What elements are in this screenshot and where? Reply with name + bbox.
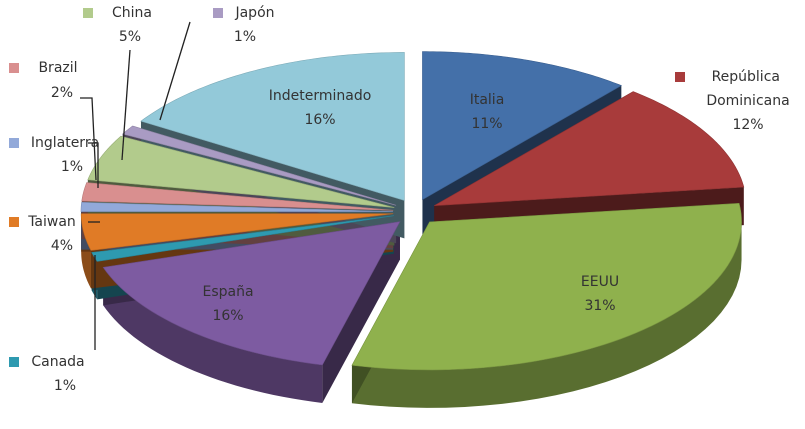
category-label: Japón xyxy=(234,5,274,21)
legend-swatch xyxy=(83,8,93,18)
legend-swatch xyxy=(9,217,19,227)
category-label: Canada xyxy=(31,354,84,370)
category-label: China xyxy=(112,5,152,21)
pie-slice xyxy=(80,201,394,212)
pie-slice xyxy=(422,51,623,201)
value-label: 1% xyxy=(61,159,83,175)
value-label: 11% xyxy=(471,116,502,132)
slice-face xyxy=(322,221,400,403)
category-label: Inglaterra xyxy=(31,135,99,151)
leader-line xyxy=(88,142,99,188)
pie-slice xyxy=(351,203,742,371)
pie-slice xyxy=(80,213,394,251)
category-label: Brazil xyxy=(38,60,77,76)
pie-slice xyxy=(140,52,405,201)
pie-slice xyxy=(91,215,394,262)
leader-line xyxy=(121,49,131,161)
legend-swatch xyxy=(9,357,19,367)
category-label: Taiwan xyxy=(27,214,76,230)
value-label: 1% xyxy=(54,378,76,394)
leader-line xyxy=(159,21,191,121)
value-label: 16% xyxy=(304,112,335,128)
pie-slice xyxy=(87,135,395,208)
category-label: Italia xyxy=(470,92,505,108)
value-label: 31% xyxy=(584,298,615,314)
leader-line xyxy=(80,97,97,181)
pie-slice xyxy=(81,182,394,211)
value-label: 5% xyxy=(119,29,141,45)
value-label: 1% xyxy=(234,29,256,45)
value-label: 16% xyxy=(212,308,243,324)
category-label: Indeterminado xyxy=(269,88,372,104)
legend-swatch xyxy=(9,63,19,73)
pie-slice xyxy=(434,91,745,206)
value-label: 12% xyxy=(732,117,763,133)
category-label: EEUU xyxy=(581,274,619,290)
category-label: República Dominicana xyxy=(706,69,789,109)
value-label: 4% xyxy=(51,238,73,254)
value-label: 2% xyxy=(51,85,73,101)
legend-swatch xyxy=(213,8,223,18)
slice-side xyxy=(103,267,323,403)
legend-swatch xyxy=(675,72,685,82)
category-label: España xyxy=(202,284,253,300)
legend-swatch xyxy=(9,138,19,148)
pie-slice xyxy=(102,221,401,366)
slice-side xyxy=(351,221,742,408)
